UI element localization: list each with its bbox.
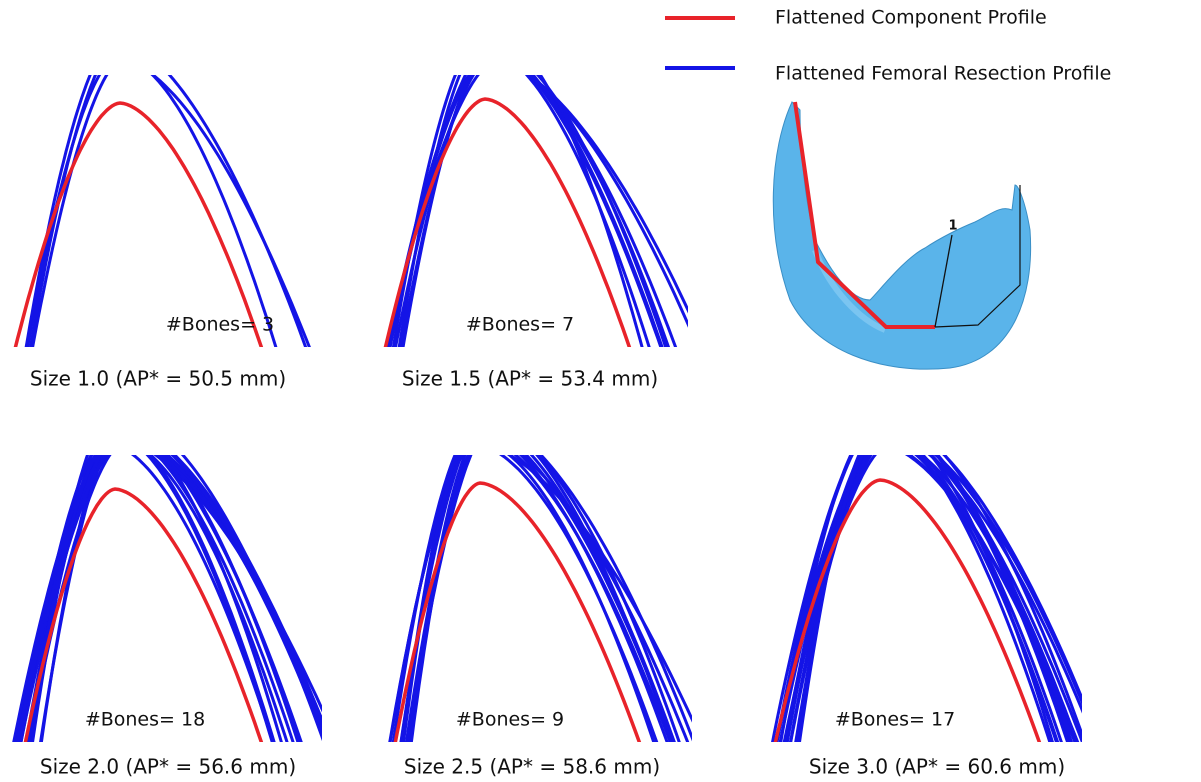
profile-panel [385,36,707,352]
resection-profile [795,433,1059,748]
size-caption: Size 3.0 (AP* = 60.6 mm) [809,755,1065,779]
profile-panel [389,417,705,747]
knee-shape [773,102,1030,369]
bones-count: #Bones= 18 [85,709,205,731]
resection-profile [32,58,278,352]
profile-panel [13,415,339,747]
profile-panel [15,39,311,352]
resection-profile [785,430,1064,747]
resection-profile [790,440,1058,747]
knee-inset: 1 [773,102,1030,369]
resection-profile [27,58,312,352]
component-profile [395,483,640,744]
callout-label: 1 [948,219,957,234]
bones-count: #Bones= 17 [835,709,955,731]
resection-profile [30,42,118,352]
bones-count: #Bones= 7 [466,314,574,336]
size-caption: Size 1.0 (AP* = 50.5 mm) [30,367,286,391]
legend-label: Flattened Femoral Resection Profile [775,63,1111,85]
legend-label: Flattened Component Profile [775,7,1047,29]
figure: 1 Flattened Component Profile Flattened F… [0,0,1201,782]
resection-profile [403,418,676,747]
bones-count: #Bones= 3 [166,314,274,336]
size-caption: Size 2.5 (AP* = 58.6 mm) [404,755,660,779]
bones-count: #Bones= 9 [456,709,564,731]
profile-panel [772,415,1102,747]
size-caption: Size 1.5 (AP* = 53.4 mm) [402,367,658,391]
size-caption: Size 2.0 (AP* = 56.6 mm) [40,755,296,779]
